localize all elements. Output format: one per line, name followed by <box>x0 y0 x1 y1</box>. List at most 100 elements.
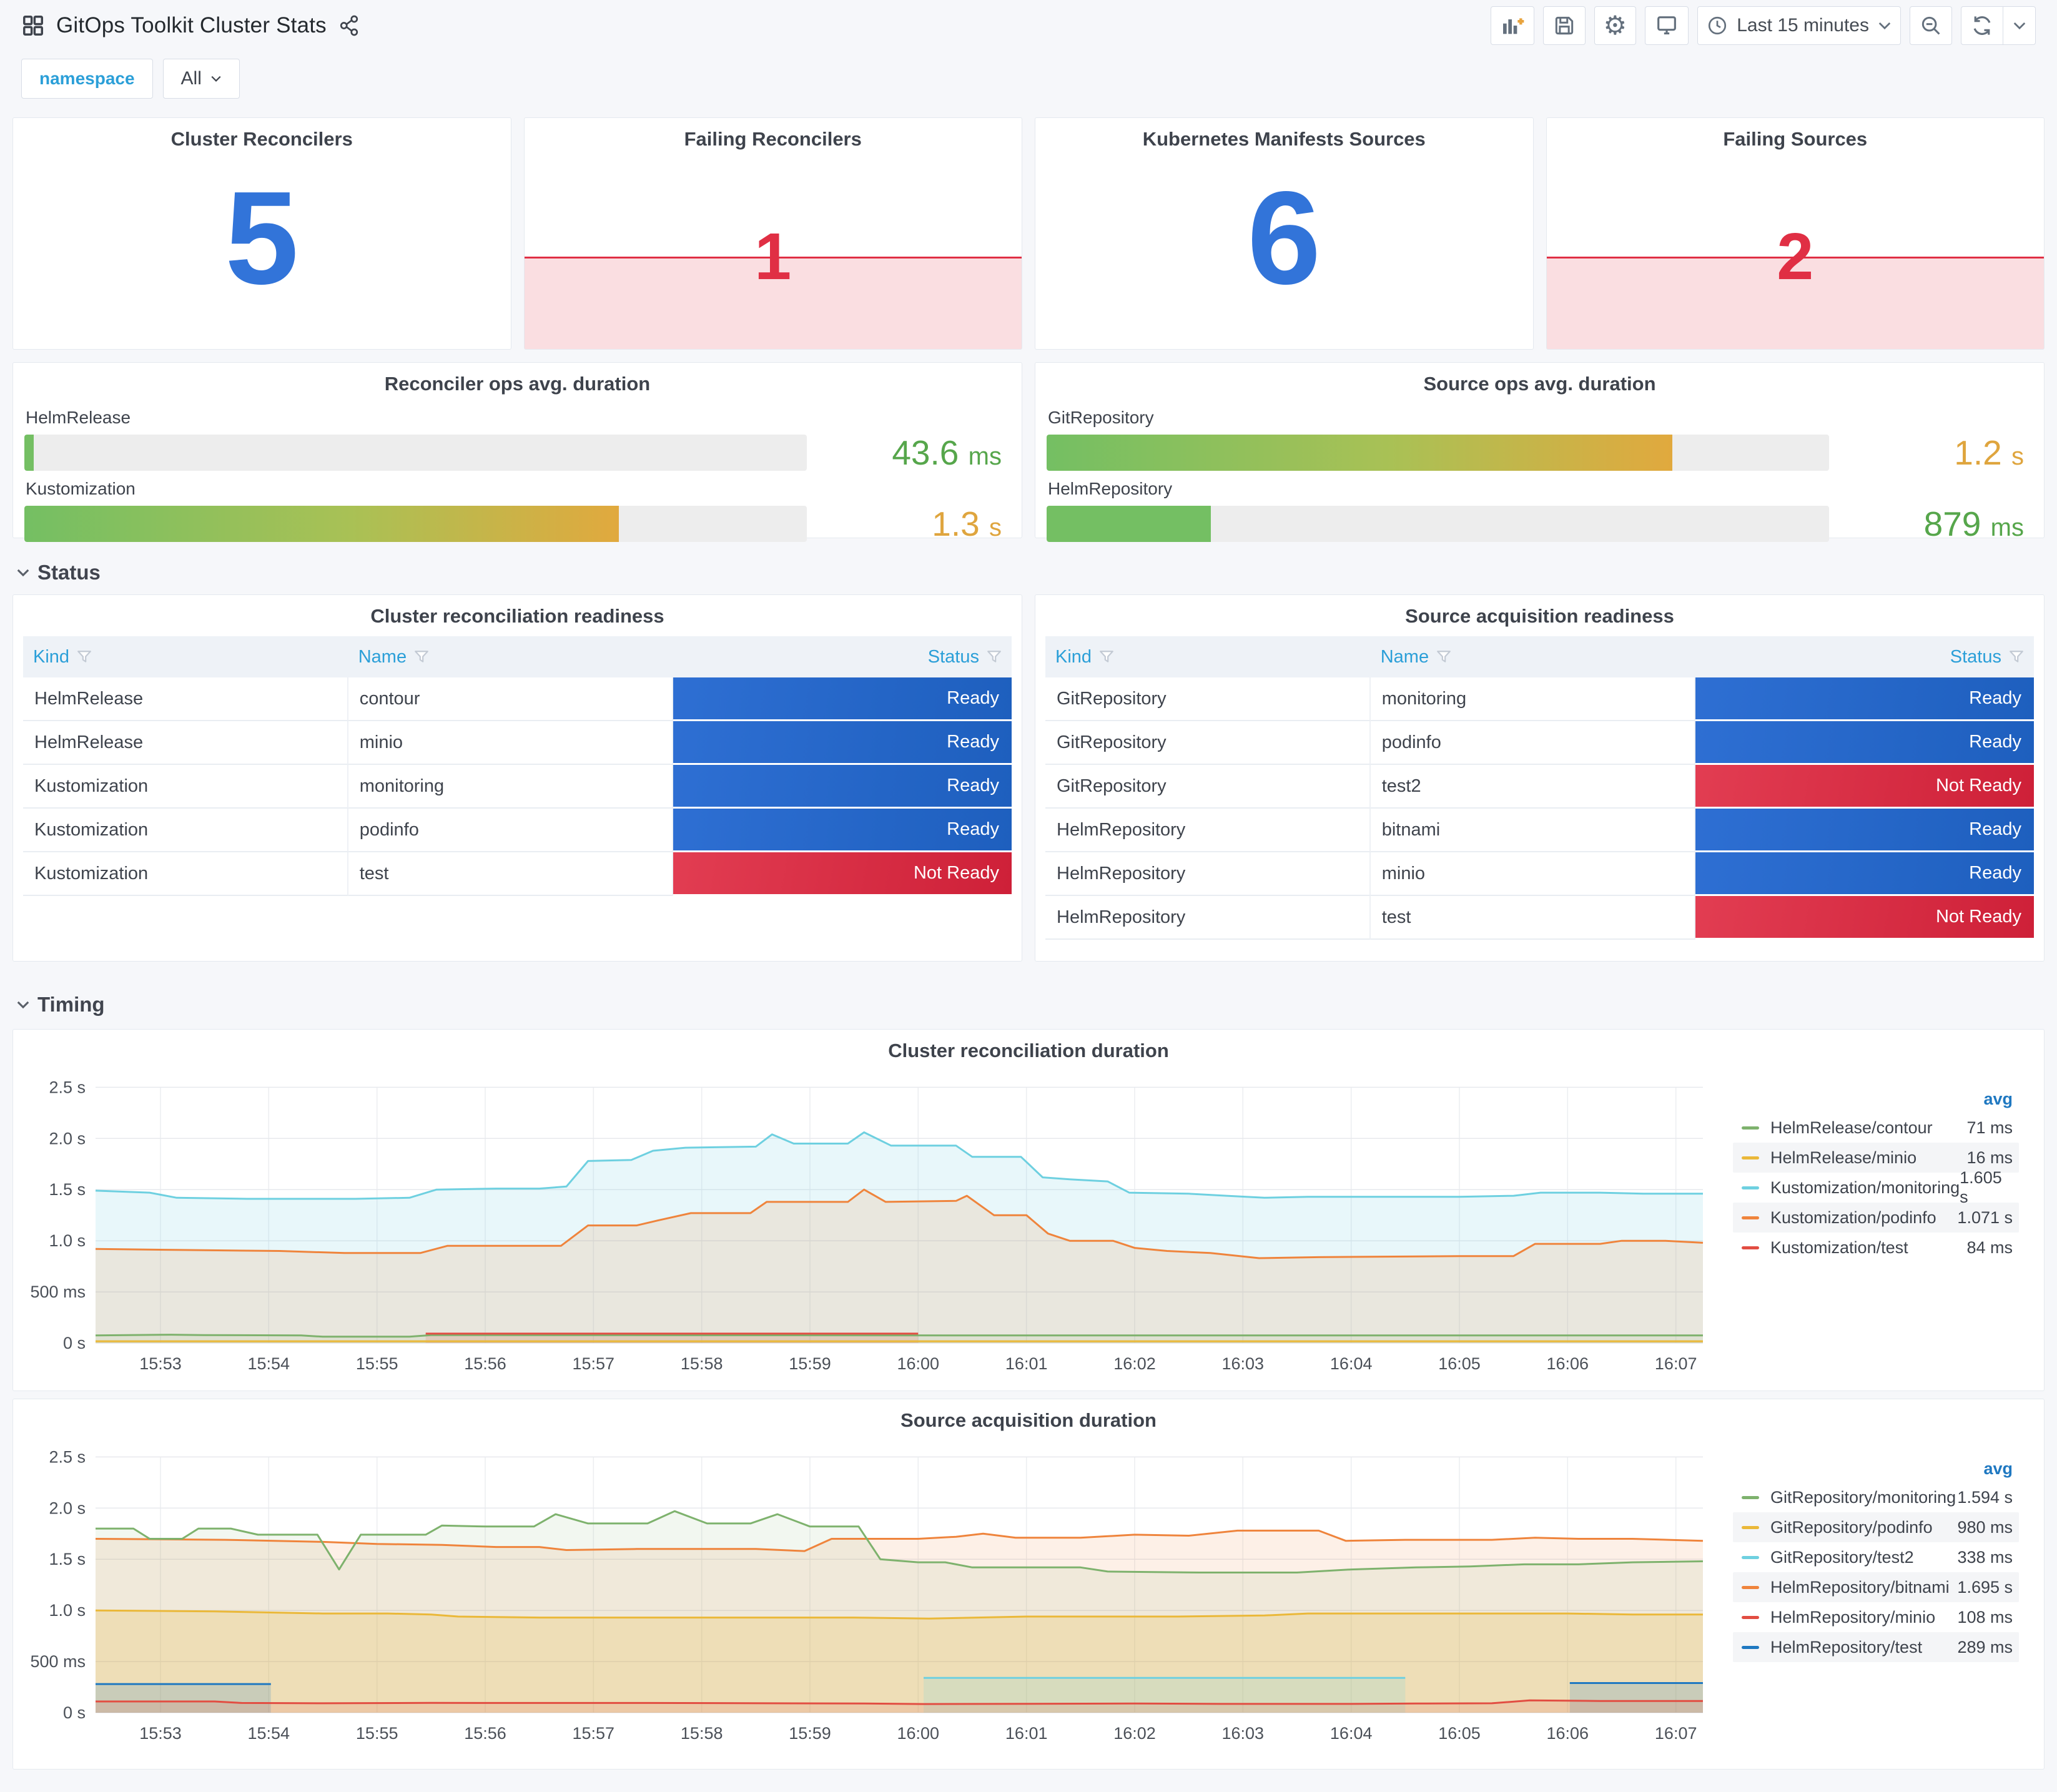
legend-item[interactable]: GitRepository/monitoring 1.594 s <box>1733 1482 2019 1512</box>
series-color-dash <box>1742 1156 1759 1159</box>
gauge-panel-title: Source ops avg. duration <box>1423 373 1656 395</box>
series-area <box>96 1132 1703 1343</box>
legend-avg-header[interactable]: avg <box>1983 1090 2013 1108</box>
table-row: Kustomization podinfo Ready <box>23 809 1012 852</box>
cell-status: Ready <box>1695 721 2034 765</box>
svg-text:15:58: 15:58 <box>681 1354 723 1373</box>
table-panel-title: Cluster reconciliation readiness <box>370 605 664 627</box>
legend-item[interactable]: HelmRepository/minio 108 ms <box>1733 1602 2019 1632</box>
cell-kind: HelmRepository <box>1045 852 1371 896</box>
gauge-row-label: HelmRelease <box>26 408 131 427</box>
svg-text:16:03: 16:03 <box>1222 1354 1265 1373</box>
svg-text:2.0 s: 2.0 s <box>49 1129 86 1148</box>
stat-value: 2 <box>1777 220 1814 293</box>
table-row: Kustomization test Not Ready <box>23 852 1012 896</box>
svg-text:15:58: 15:58 <box>681 1724 723 1743</box>
legend-item[interactable]: GitRepository/podinfo 980 ms <box>1733 1512 2019 1542</box>
stat-sparkline-fill <box>524 257 1022 349</box>
cell-kind: GitRepository <box>1045 677 1371 721</box>
save-dashboard-button[interactable] <box>1542 6 1586 45</box>
time-range-picker[interactable]: Last 15 minutes <box>1697 6 1901 45</box>
gauge-track <box>24 506 807 542</box>
legend-series-avg: 1.071 s <box>1957 1208 2013 1227</box>
filter-icon[interactable] <box>1099 650 1114 664</box>
legend-item[interactable]: Kustomization/podinfo 1.071 s <box>1733 1203 2019 1233</box>
legend-avg-header[interactable]: avg <box>1983 1459 2013 1478</box>
series-line <box>95 1131 1703 1200</box>
svg-text:15:53: 15:53 <box>139 1354 182 1373</box>
table-row: Kustomization monitoring Ready <box>23 765 1012 809</box>
legend-item[interactable]: Kustomization/monitoring 1.605 s <box>1733 1168 2019 1206</box>
table-panel: Source acquisition readiness Kind Name S… <box>1035 594 2045 962</box>
legend-item[interactable]: Kustomization/test 84 ms <box>1733 1233 2019 1263</box>
legend-series-name: GitRepository/podinfo <box>1770 1517 1933 1537</box>
column-header-name[interactable]: Name <box>348 636 674 677</box>
status-badge: Ready <box>673 721 1012 763</box>
filter-icon[interactable] <box>1436 650 1451 664</box>
legend-series-avg: 289 ms <box>1957 1637 2013 1657</box>
series-area <box>96 1684 271 1713</box>
variable-namespace-value-dropdown[interactable]: All <box>162 59 240 99</box>
legend-item[interactable]: HelmRepository/test 289 ms <box>1733 1632 2019 1662</box>
table-header-row: Kind Name Status <box>1045 636 2034 677</box>
legend-item[interactable]: GitRepository/test2 338 ms <box>1733 1542 2019 1572</box>
time-series-plot[interactable]: 15:53 15:54 15:55 15:56 15:57 15:58 15:59 16:00… <box>22 1437 1708 1749</box>
cell-name: minio <box>1370 852 1696 896</box>
time-series-plot[interactable]: 15:53 15:54 15:55 15:56 15:57 15:58 15:59 16:00… <box>22 1067 1708 1379</box>
chevron-down-icon <box>211 76 221 82</box>
column-header-status[interactable]: Status <box>673 636 1012 677</box>
bar-gauge-panel: Source ops avg. duration GitRepository 1… <box>1035 362 2045 543</box>
filter-icon[interactable] <box>77 650 92 664</box>
variable-namespace-label[interactable]: namespace <box>21 59 153 99</box>
section-status[interactable]: Status <box>16 556 2045 589</box>
status-badge: Ready <box>1695 852 2034 894</box>
cell-kind: HelmRepository <box>1045 896 1371 940</box>
legend-series-avg: 1.605 s <box>1960 1168 2002 1206</box>
svg-text:16:01: 16:01 <box>1005 1724 1048 1743</box>
section-timing[interactable]: Timing <box>16 988 2045 1022</box>
gauge-fill <box>1047 435 1673 471</box>
add-panel-button[interactable] <box>1490 6 1534 45</box>
filter-icon[interactable] <box>414 650 429 664</box>
svg-text:16:02: 16:02 <box>1113 1724 1156 1743</box>
column-header-kind[interactable]: Kind <box>1045 636 1371 677</box>
dashboard-grid-icon[interactable] <box>21 14 45 37</box>
svg-text:1.0 s: 1.0 s <box>49 1231 86 1250</box>
column-header-kind[interactable]: Kind <box>23 636 348 677</box>
table-row: HelmRelease minio Ready <box>23 721 1012 765</box>
column-header-status[interactable]: Status <box>1695 636 2034 677</box>
chevron-down-icon <box>1878 21 1892 30</box>
column-header-name[interactable]: Name <box>1371 636 1696 677</box>
zoom-out-button[interactable] <box>1910 6 1952 45</box>
legend-series-avg: 338 ms <box>1957 1547 2013 1567</box>
legend-series-name: GitRepository/test2 <box>1770 1547 1914 1567</box>
cell-kind: HelmRepository <box>1045 809 1371 852</box>
cell-name: bitnami <box>1370 809 1696 852</box>
filter-icon[interactable] <box>2009 650 2024 664</box>
legend-item[interactable]: HelmRelease/contour 71 ms <box>1733 1113 2019 1143</box>
svg-text:16:00: 16:00 <box>897 1724 940 1743</box>
series-color-dash <box>1742 1585 1759 1589</box>
section-status-title: Status <box>37 561 101 584</box>
table-row: GitRepository monitoring Ready <box>1045 677 2034 721</box>
cell-kind: GitRepository <box>1045 765 1371 809</box>
readiness-table: Kind Name Status HelmRelease contour Rea… <box>23 636 1012 896</box>
legend-series-name: Kustomization/podinfo <box>1770 1208 1936 1227</box>
legend-item[interactable]: HelmRepository/bitnami 1.695 s <box>1733 1572 2019 1602</box>
table-row: HelmRepository bitnami Ready <box>1045 809 2034 852</box>
legend-item[interactable]: HelmRelease/minio 16 ms <box>1733 1143 2019 1173</box>
dashboard-settings-button[interactable]: ⚙ <box>1594 6 1637 45</box>
series-color-dash <box>1742 1186 1759 1189</box>
svg-text:16:07: 16:07 <box>1655 1724 1697 1743</box>
cell-name: minio <box>348 721 674 765</box>
svg-text:1.0 s: 1.0 s <box>49 1601 86 1620</box>
refresh-interval-dropdown[interactable] <box>2003 6 2036 45</box>
series-area <box>96 1511 1703 1713</box>
table-row: HelmRepository test Not Ready <box>1045 896 2034 940</box>
cell-kind: Kustomization <box>23 765 348 809</box>
filter-icon[interactable] <box>987 650 1002 664</box>
share-icon[interactable] <box>338 14 360 37</box>
svg-text:15:56: 15:56 <box>464 1724 506 1743</box>
refresh-button[interactable] <box>1961 6 2003 45</box>
cycle-view-mode-button[interactable] <box>1645 6 1689 45</box>
